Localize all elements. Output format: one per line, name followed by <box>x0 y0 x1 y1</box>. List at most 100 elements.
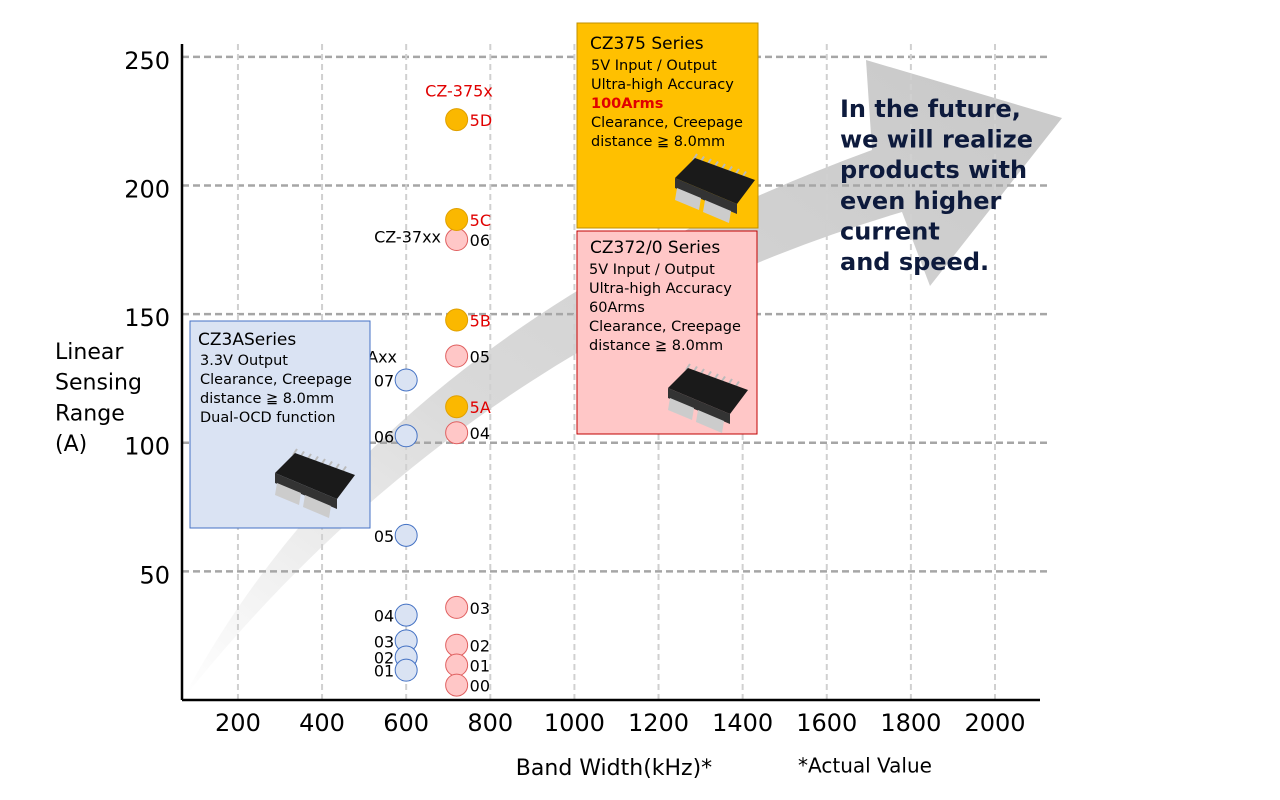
callout-line: Clearance, Creepage <box>200 372 352 388</box>
x-tick-label: 400 <box>299 709 345 737</box>
point-label: 02 <box>374 649 394 668</box>
data-point <box>394 523 418 547</box>
data-point <box>445 108 469 132</box>
callout-line: Dual-OCD function <box>200 410 335 426</box>
callout-line: Ultra-high Accuracy <box>591 77 734 93</box>
growth-arrow <box>182 60 1062 700</box>
x-tick-label: 1800 <box>880 709 941 737</box>
data-point <box>394 368 418 392</box>
point-label: 01 <box>470 657 490 676</box>
data-point <box>394 603 418 627</box>
y-axis-label: (A) <box>55 432 87 457</box>
y-tick-label: 150 <box>124 304 170 332</box>
data-point <box>445 595 469 619</box>
x-tick-label: 1400 <box>712 709 773 737</box>
point-label: 5A <box>470 398 491 417</box>
future-statement: and speed. <box>840 248 989 276</box>
future-statement: products with <box>840 156 1027 184</box>
data-point <box>394 424 418 448</box>
future-statement: current <box>840 217 940 245</box>
point-label: 02 <box>470 637 490 656</box>
chip-icon <box>668 363 748 433</box>
callout-title: CZ375 Series <box>590 34 704 54</box>
note: *Actual Value <box>798 754 932 778</box>
point-label: 07 <box>374 371 394 390</box>
x-tick-label: 2000 <box>964 709 1025 737</box>
callout-title: CZ3ASeries <box>198 330 296 350</box>
point-label: 05 <box>374 527 394 546</box>
future-statement: even higher <box>840 187 1001 215</box>
chip-pin <box>692 153 698 161</box>
point-label: 06 <box>470 231 490 250</box>
chip-lead <box>303 495 331 518</box>
x-axis-label: Band Width(kHz)* <box>516 756 712 781</box>
callout-line: Ultra-high Accuracy <box>589 281 732 297</box>
callout-line: Clearance, Creepage <box>591 115 743 131</box>
y-axis-label: Range <box>55 401 125 426</box>
data-point <box>445 228 469 252</box>
point-label: 5B <box>470 312 491 331</box>
y-tick-label: 250 <box>124 47 170 75</box>
point-label: 00 <box>470 677 490 696</box>
data-point <box>445 344 469 368</box>
chip-lead <box>275 483 301 505</box>
point-label: 03 <box>374 632 394 651</box>
chip-lead <box>696 410 724 433</box>
series-callout: CZ375 Series 5V Input / Output Ultra-high … <box>576 22 759 229</box>
callout-line: 5V Input / Output <box>589 262 715 278</box>
x-tick-label: 800 <box>467 709 513 737</box>
callout-line: 100Arms <box>591 96 663 112</box>
x-tick-label: 1600 <box>796 709 857 737</box>
y-axis-label: Linear <box>55 340 124 365</box>
y-axis-label: Sensing <box>55 371 142 396</box>
chip-body <box>275 453 355 499</box>
chip-lead <box>668 398 694 420</box>
chip-side <box>668 388 730 424</box>
point-label: 04 <box>470 424 490 443</box>
series-label: CZ-375x <box>425 82 493 101</box>
data-point <box>445 207 469 231</box>
data-point <box>394 658 418 682</box>
x-tick-label: 1000 <box>544 709 605 737</box>
x-tick-label: 600 <box>383 709 429 737</box>
point-label: 01 <box>374 662 394 681</box>
point-label: 04 <box>374 607 394 626</box>
data-point <box>445 653 469 677</box>
series-callout: CZ372/0 Series 5V Input / Output Ultra-hig… <box>576 230 758 435</box>
chip-side <box>275 473 337 509</box>
chip-lead <box>675 188 701 210</box>
x-tick-label: 1200 <box>628 709 689 737</box>
callout-line: distance ≧ 8.0mm <box>589 338 723 354</box>
callout-line: 60Arms <box>589 300 645 316</box>
chip-icon <box>675 153 755 223</box>
callout-line: distance ≧ 8.0mm <box>200 391 334 407</box>
point-label: 05 <box>470 348 490 367</box>
data-point <box>445 395 469 419</box>
y-tick-label: 200 <box>124 175 170 203</box>
y-tick-label: 100 <box>124 433 170 461</box>
callout-line: distance ≧ 8.0mm <box>591 134 725 150</box>
chip-icon <box>275 448 355 518</box>
chip-pin <box>292 448 298 456</box>
callout-line: 3.3V Output <box>200 353 288 369</box>
x-tick-label: 200 <box>215 709 261 737</box>
chip-body <box>668 368 748 414</box>
point-label: 5C <box>470 211 491 230</box>
series-callout: CZ3ASeries 3.3V Output Clearance, Creepage… <box>189 320 371 529</box>
chip-body <box>675 158 755 204</box>
data-point <box>445 421 469 445</box>
point-label: 5D <box>470 111 493 130</box>
data-point <box>445 633 469 657</box>
data-point <box>445 673 469 697</box>
chip-pin <box>685 363 691 371</box>
series-label: CZ-37xx <box>374 228 441 247</box>
point-label: 03 <box>470 599 490 618</box>
future-statement: we will realize <box>840 126 1033 154</box>
chip-side <box>675 178 737 214</box>
point-label: 06 <box>374 427 394 446</box>
future-statement: In the future, <box>840 95 1021 123</box>
data-point <box>445 308 469 332</box>
callout-line: 5V Input / Output <box>591 58 717 74</box>
